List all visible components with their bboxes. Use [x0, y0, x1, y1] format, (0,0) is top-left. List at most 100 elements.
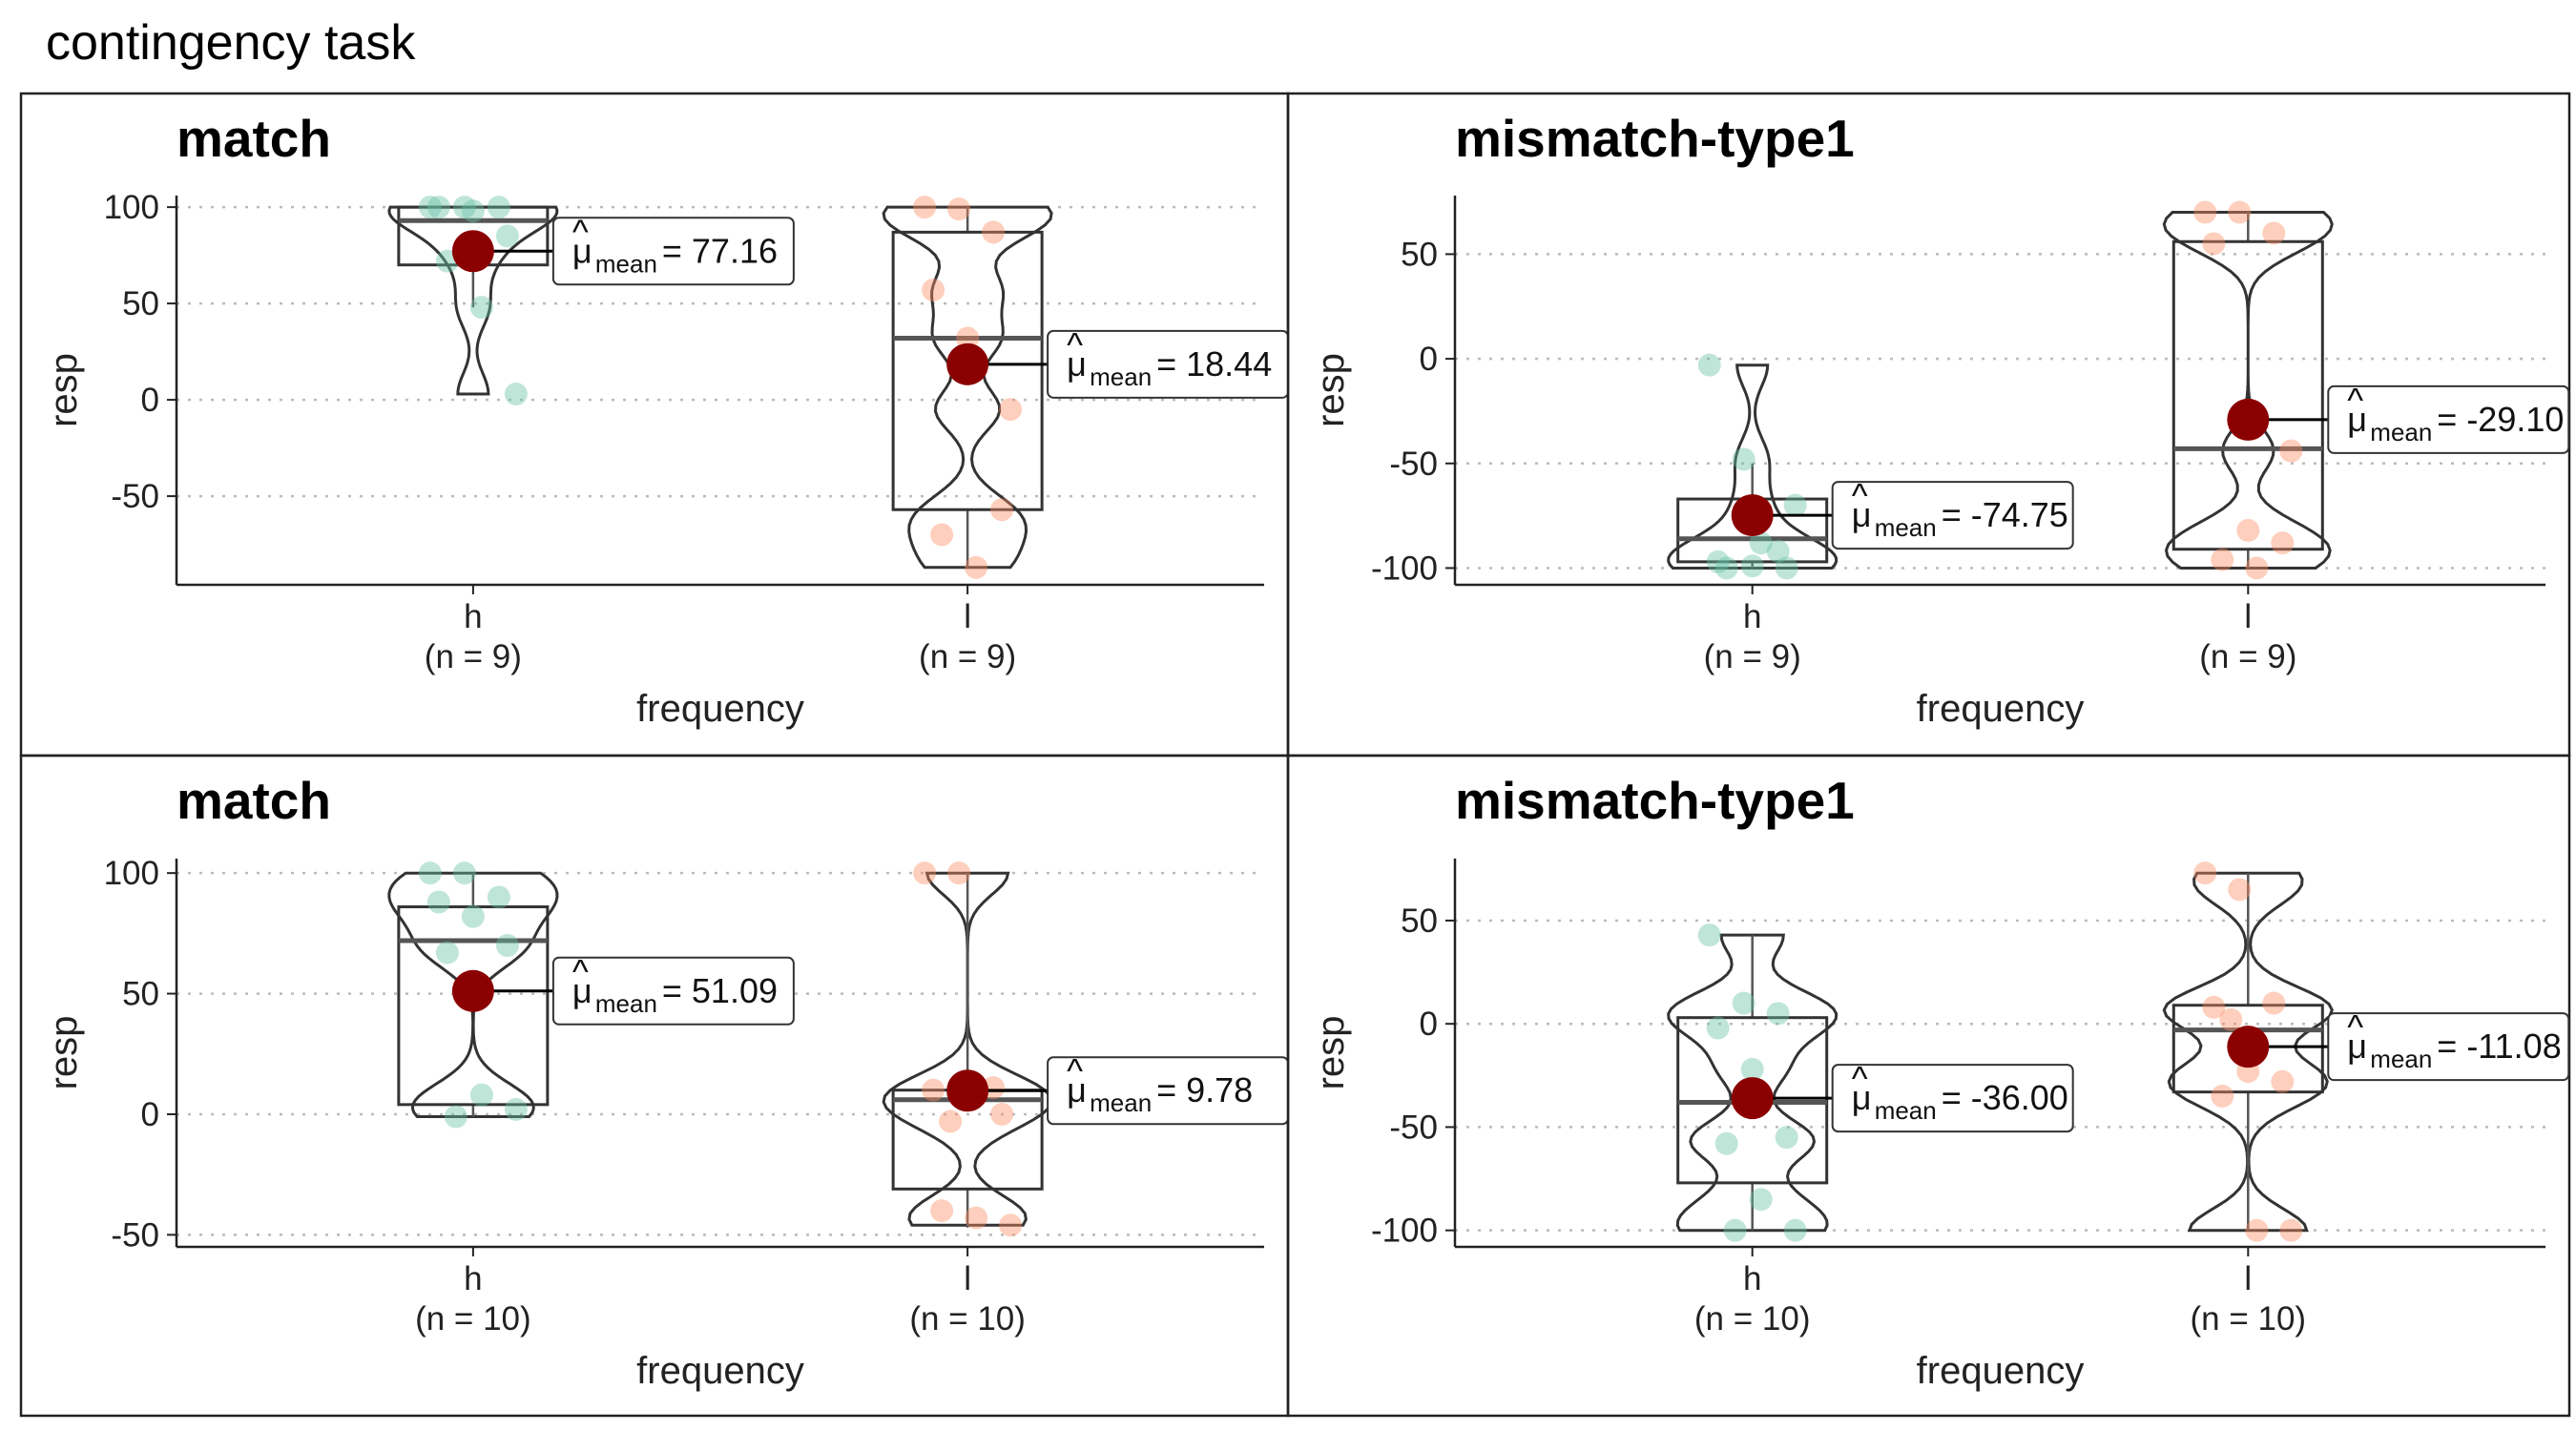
data-point — [956, 326, 980, 350]
data-point — [990, 1102, 1014, 1126]
mean-point — [451, 969, 494, 1012]
mean-point — [1731, 1077, 1774, 1120]
data-point — [2193, 200, 2217, 224]
data-point — [2279, 439, 2303, 463]
data-point — [1732, 447, 1755, 471]
data-point — [426, 890, 450, 914]
mean-hat-symbol: ^ — [572, 952, 589, 991]
mean-value-label: = 77.16 — [662, 231, 778, 270]
data-point — [947, 861, 971, 885]
data-point — [444, 1105, 467, 1129]
figure-title: contingency task — [46, 15, 416, 71]
y-tick-label: 50 — [122, 285, 159, 322]
data-point — [947, 197, 971, 221]
data-point — [999, 398, 1023, 422]
data-point — [2279, 1218, 2303, 1242]
y-tick-label: 0 — [1420, 341, 1438, 378]
data-point — [1766, 539, 1790, 563]
x-tick-label: h — [464, 598, 482, 635]
data-point — [1783, 1218, 1807, 1242]
data-point — [965, 555, 988, 579]
data-point — [2271, 1069, 2295, 1093]
y-tick-label: 50 — [1401, 902, 1438, 940]
data-point — [939, 1110, 963, 1133]
x-count-label: (n = 9) — [1704, 638, 1801, 675]
data-point — [2228, 200, 2252, 224]
x-axis-title: frequency — [636, 688, 804, 730]
data-point — [452, 196, 476, 219]
data-point — [913, 861, 937, 885]
x-count-label: (n = 10) — [2190, 1300, 2306, 1338]
panel-4: mismatch-type1500-50-100respfrequencyh(n… — [1286, 754, 2571, 1418]
data-point — [1714, 1131, 1738, 1155]
x-count-label: (n = 9) — [919, 638, 1016, 675]
panel-border — [19, 92, 1290, 757]
x-count-label: (n = 10) — [909, 1300, 1026, 1338]
mean-mu-symbol: μ — [1067, 344, 1087, 384]
data-point — [1740, 554, 1764, 578]
y-tick-label: 0 — [141, 382, 159, 419]
mean-subscript: mean — [1090, 363, 1152, 391]
data-point — [504, 383, 528, 406]
data-point — [1766, 1002, 1790, 1026]
data-point — [469, 1083, 493, 1107]
data-point — [495, 224, 519, 248]
data-point — [990, 498, 1014, 522]
mean-value-label: = -74.75 — [1942, 495, 2068, 534]
data-point — [1783, 493, 1807, 517]
y-tick-label: 50 — [1401, 236, 1438, 273]
x-tick-label: l — [2244, 598, 2252, 635]
box-h — [397, 905, 550, 1107]
data-point — [2211, 1084, 2234, 1108]
data-point — [418, 196, 442, 219]
data-point — [2228, 878, 2252, 902]
x-tick-label: h — [464, 1260, 482, 1297]
data-point — [2262, 991, 2286, 1015]
data-point — [982, 220, 1006, 244]
mean-mu-symbol: μ — [572, 231, 592, 270]
mean-value-label: = 18.44 — [1156, 344, 1272, 384]
data-point — [2271, 531, 2295, 555]
mean-hat-symbol: ^ — [1067, 325, 1083, 364]
mean-subscript: mean — [1090, 1089, 1152, 1117]
violin-h — [387, 205, 559, 396]
y-tick-label: 0 — [1420, 1006, 1438, 1043]
data-point — [2262, 221, 2286, 245]
y-tick-label: -50 — [111, 1216, 159, 1254]
mean-hat-symbol: ^ — [1852, 1059, 1868, 1098]
x-count-label: (n = 10) — [1694, 1300, 1811, 1338]
data-point — [426, 196, 450, 219]
mean-value-label: = -11.08 — [2437, 1027, 2561, 1066]
data-point — [2245, 1218, 2269, 1242]
mean-point — [1731, 494, 1774, 537]
x-tick-label: l — [2244, 1260, 2252, 1297]
x-count-label: (n = 9) — [425, 638, 522, 675]
mean-mu-symbol: μ — [572, 971, 592, 1010]
data-point — [435, 941, 459, 964]
mean-hat-symbol: ^ — [2347, 1007, 2363, 1047]
data-point — [504, 1097, 528, 1121]
x-axis-title: frequency — [1917, 688, 2085, 730]
y-tick-label: 100 — [104, 855, 159, 892]
data-point — [418, 861, 442, 885]
data-point — [452, 861, 476, 885]
data-point — [2202, 995, 2226, 1019]
data-point — [2202, 232, 2226, 256]
panel-title: match — [177, 109, 331, 168]
x-tick-label: l — [964, 598, 971, 635]
mean-value-label: = -29.10 — [2437, 400, 2564, 439]
panel-border — [1286, 754, 2571, 1418]
mean-label-box — [2327, 1012, 2570, 1082]
data-point — [1749, 1188, 1773, 1212]
data-point — [1697, 923, 1721, 947]
data-point — [1706, 1016, 1730, 1040]
data-point — [2193, 861, 2217, 885]
mean-subscript: mean — [2370, 1045, 2432, 1073]
y-tick-label: 50 — [122, 976, 159, 1013]
data-point — [2219, 1007, 2243, 1031]
y-axis-title: resp — [1310, 1016, 1352, 1090]
mean-mu-symbol: μ — [2347, 1027, 2367, 1066]
data-point — [922, 278, 945, 301]
